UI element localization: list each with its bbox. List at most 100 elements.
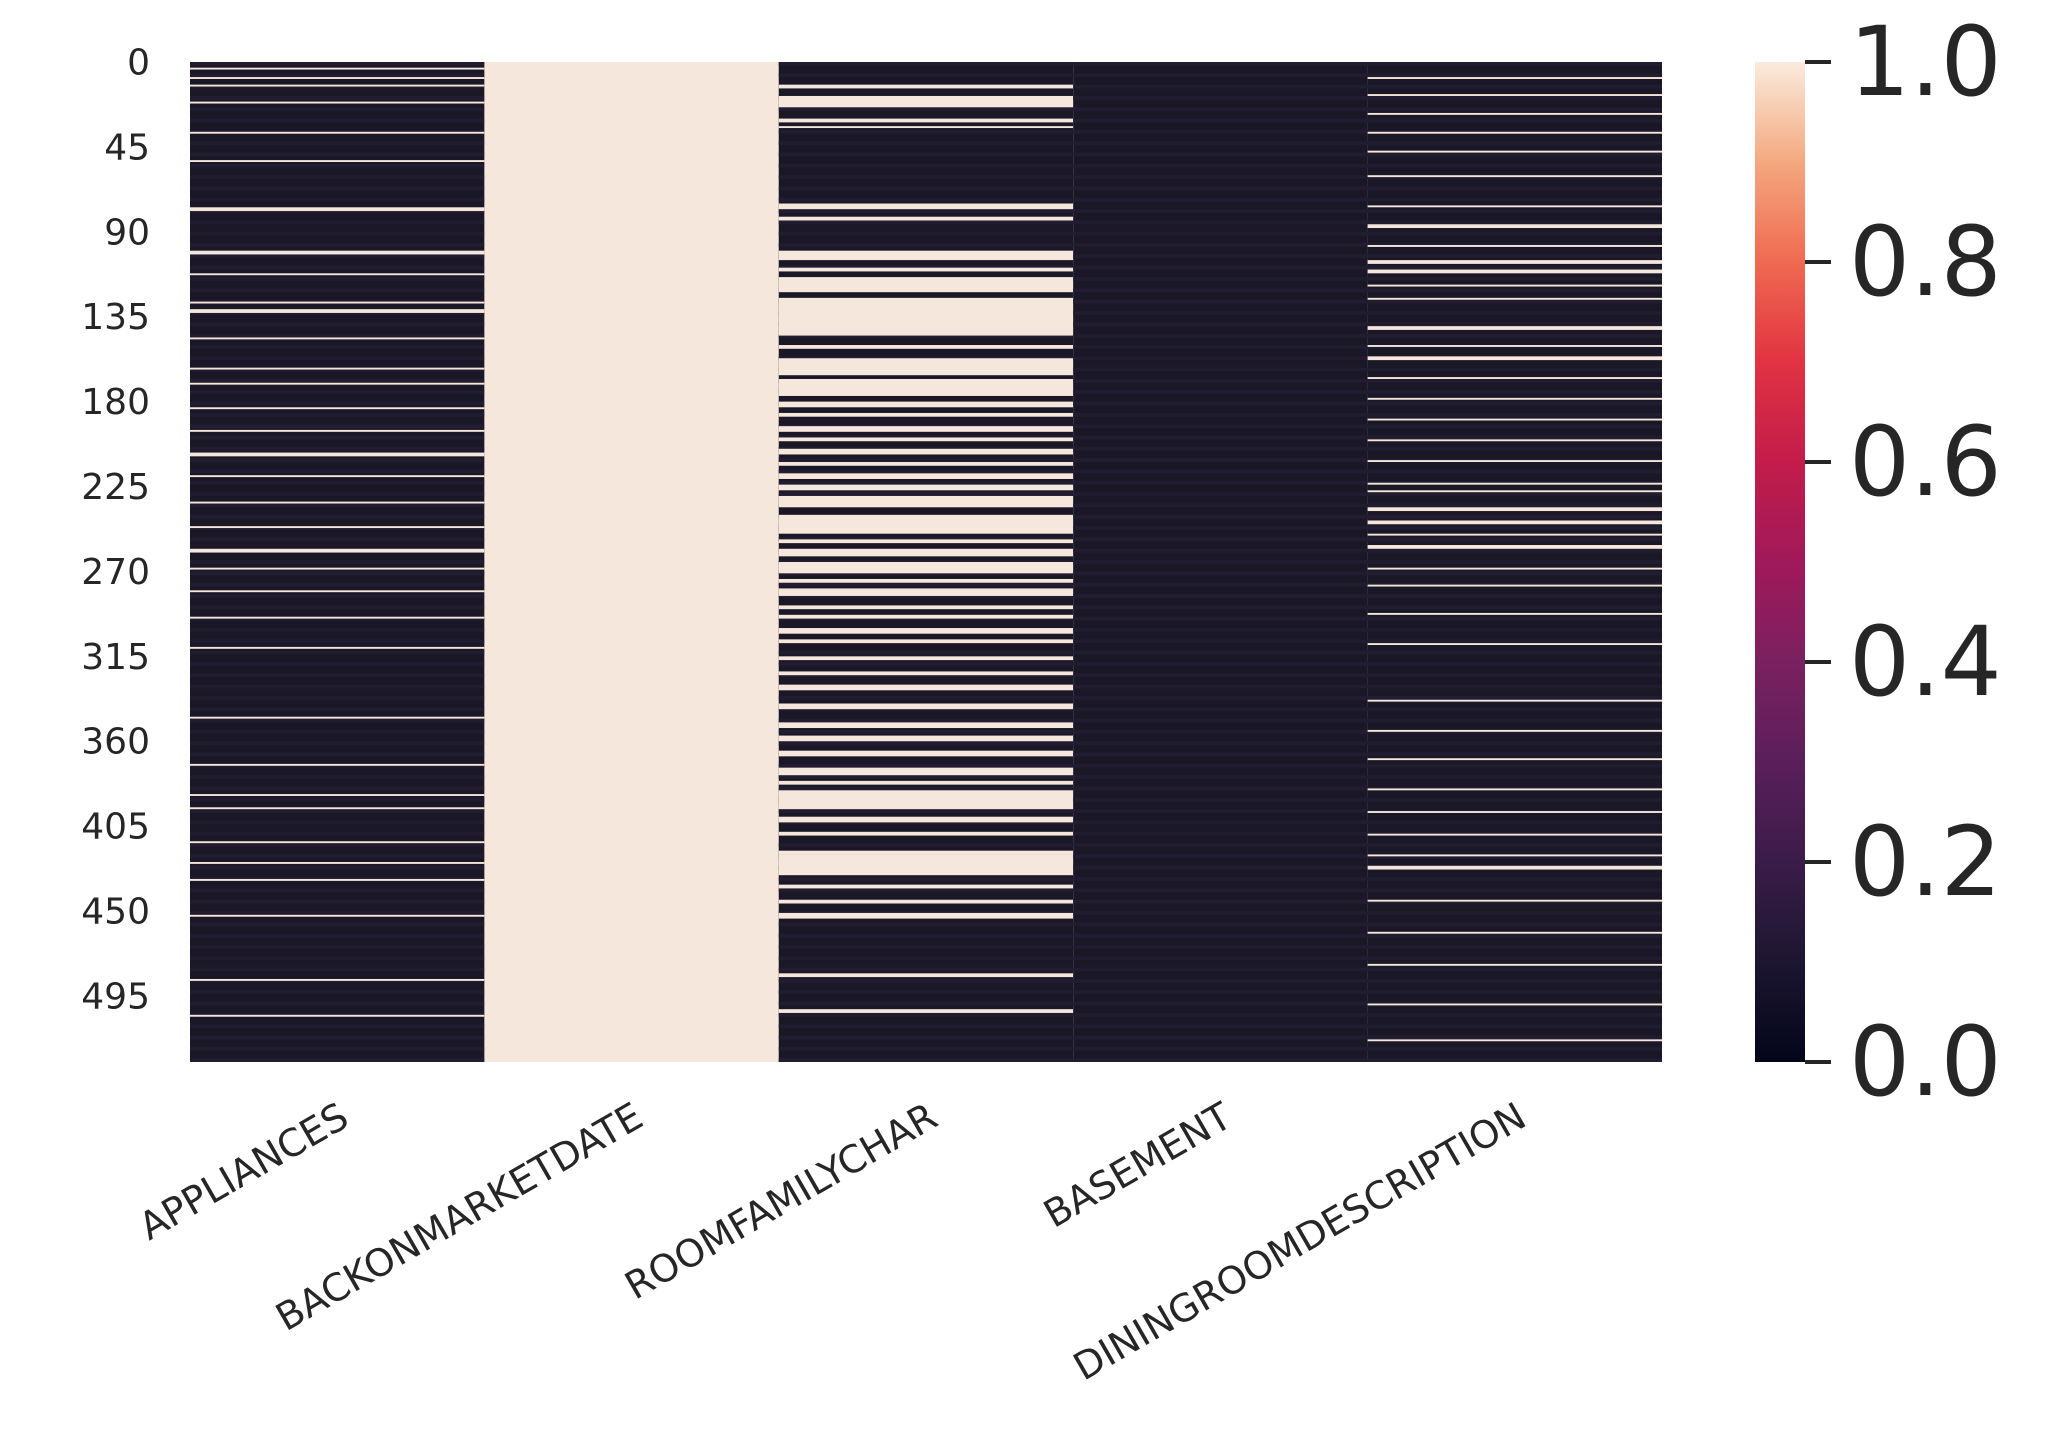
heatmap-stripe xyxy=(778,152,1074,157)
heatmap-stripe xyxy=(190,933,485,938)
heatmap-stripe xyxy=(1073,888,1368,893)
heatmap-missing-cell xyxy=(190,309,485,313)
heatmap-stripe xyxy=(778,480,1074,485)
heatmap-stripe xyxy=(778,945,1074,949)
heatmap-missing-cell xyxy=(190,452,485,457)
heatmap-missing-cell xyxy=(778,831,1074,836)
heatmap-stripe xyxy=(190,446,485,451)
heatmap-missing-cell xyxy=(778,671,1074,676)
heatmap-missing-cell xyxy=(1367,482,1662,485)
heatmap-stripe xyxy=(1367,605,1662,610)
heatmap-missing-cell xyxy=(190,590,485,593)
colorbar-tick-label: 0.2 xyxy=(1849,806,2002,918)
heatmap-stripe xyxy=(190,424,485,429)
heatmap-stripe xyxy=(190,209,485,213)
heatmap-missing-cell xyxy=(1367,507,1662,512)
heatmap-stripe xyxy=(190,684,485,689)
heatmap-stripe xyxy=(190,911,485,915)
heatmap-stripe xyxy=(1073,605,1368,610)
heatmap-stripe xyxy=(1073,95,1368,100)
heatmap-missing-cell xyxy=(1367,729,1662,732)
heatmap-missing-cell xyxy=(190,841,485,844)
heatmap-missing-cell xyxy=(778,345,1074,349)
heatmap-stripe xyxy=(778,582,1074,587)
heatmap-missing-cell xyxy=(190,716,485,719)
heatmap-missing-cell xyxy=(190,616,485,619)
heatmap-stripe xyxy=(190,345,485,349)
heatmap-stripe xyxy=(190,311,485,315)
heatmap-missing-cell xyxy=(778,539,1074,544)
heatmap-stripe xyxy=(1073,786,1368,791)
heatmap-stripe xyxy=(1073,412,1368,417)
colorbar-tick-label: 0.6 xyxy=(1849,406,2002,518)
heatmap-missing-cell xyxy=(190,807,485,810)
heatmap-missing-cell xyxy=(190,501,485,504)
heatmap-stripe xyxy=(190,729,485,734)
heatmap-missing-cell xyxy=(778,401,1074,408)
heatmap-missing-cell xyxy=(190,101,485,104)
heatmap-stripe xyxy=(190,639,485,644)
heatmap-stripe xyxy=(1367,1035,1662,1040)
heatmap-stripe xyxy=(1073,322,1368,327)
heatmap-stripe xyxy=(778,209,1074,213)
heatmap-missing-cell xyxy=(1367,269,1662,274)
y-tick-label: 225 xyxy=(81,467,150,508)
heatmap-stripe xyxy=(190,797,485,802)
heatmap-stripe xyxy=(1073,299,1368,304)
colorbar-ticks: 0.0 0.2 0.4 0.6 0.8 1.0 xyxy=(1805,6,2002,1118)
colorbar-tick-label: 1.0 xyxy=(1849,6,2002,118)
heatmap-stripe xyxy=(1073,684,1368,689)
heatmap-missing-cell xyxy=(778,495,1074,508)
heatmap-missing-cell xyxy=(778,118,1074,123)
heatmap-stripe xyxy=(1073,424,1368,429)
heatmap-stripe xyxy=(1367,401,1662,406)
heatmap-stripe xyxy=(1367,1001,1662,1006)
heatmap-missing-cell xyxy=(778,250,1074,261)
heatmap-stripe xyxy=(1073,526,1368,530)
heatmap-stripe xyxy=(190,503,485,508)
heatmap-stripe xyxy=(1073,616,1368,621)
y-tick-label: 90 xyxy=(104,212,150,253)
heatmap-stripe xyxy=(778,922,1074,927)
heatmap-missing-cell xyxy=(778,358,1074,376)
heatmap-stripe xyxy=(1367,299,1662,304)
heatmap-missing-cell xyxy=(1367,439,1662,442)
heatmap-stripe xyxy=(190,571,485,576)
heatmap-stripe xyxy=(190,118,485,123)
heatmap-missing-cell xyxy=(778,267,1074,272)
x-tick-label: ROOMFAMILYCHAR xyxy=(618,1094,945,1308)
heatmap-stripe xyxy=(190,831,485,836)
heatmap-stripe xyxy=(1073,492,1368,496)
heatmap-stripe xyxy=(1367,820,1662,825)
heatmap-stripe xyxy=(190,628,485,632)
heatmap-stripe xyxy=(1073,175,1368,179)
heatmap-missing-cell xyxy=(778,412,1074,417)
heatmap-stripe xyxy=(778,650,1074,655)
heatmap-stripe xyxy=(1073,820,1368,825)
heatmap-missing-cell xyxy=(1367,899,1662,902)
heatmap-stripe xyxy=(1367,786,1662,791)
heatmap-stripe xyxy=(190,277,485,281)
heatmap-stripe xyxy=(1073,945,1368,949)
heatmap-stripe xyxy=(1367,594,1662,598)
heatmap-missing-cell xyxy=(778,684,1074,691)
heatmap-missing-cell xyxy=(1367,150,1662,153)
heatmap-missing-cell xyxy=(190,367,485,370)
y-tick-label: 315 xyxy=(81,637,150,678)
heatmap-stripe xyxy=(1367,469,1662,474)
heatmap-stripe xyxy=(1073,345,1368,349)
heatmap-stripe xyxy=(1073,480,1368,485)
heatmap-missing-cell xyxy=(778,484,1074,491)
heatmap-stripe xyxy=(190,254,485,259)
heatmap-stripe xyxy=(1073,1001,1368,1006)
heatmap-missing-cell xyxy=(1367,699,1662,702)
heatmap-stripe xyxy=(1367,797,1662,802)
heatmap-stripe xyxy=(190,480,485,485)
heatmap-missing-cell xyxy=(1367,788,1662,791)
heatmap-stripe xyxy=(1073,797,1368,802)
heatmap-stripe xyxy=(190,378,485,383)
heatmap-stripe xyxy=(1367,322,1662,327)
heatmap-stripe xyxy=(1367,718,1662,723)
heatmap-stripe xyxy=(190,129,485,134)
heatmap-stripe xyxy=(190,107,485,112)
